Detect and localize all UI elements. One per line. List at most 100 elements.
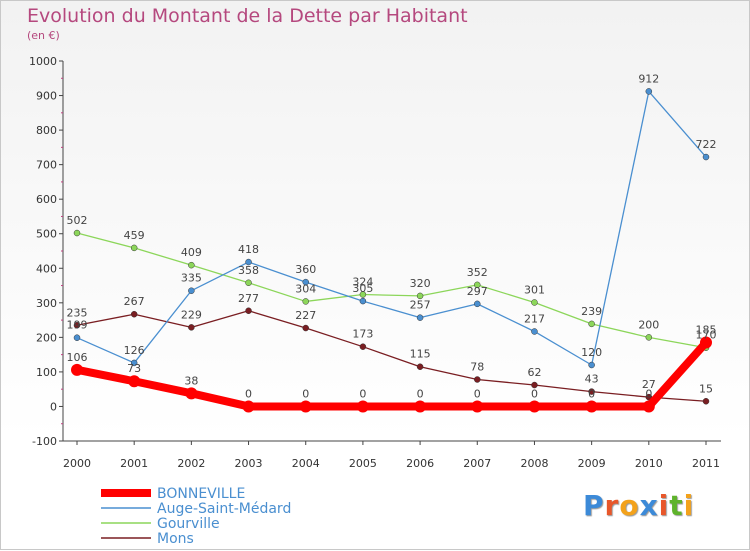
- data-label: 320: [410, 277, 431, 290]
- data-label: 227: [295, 309, 316, 322]
- data-point: [416, 292, 424, 300]
- data-label: 0: [359, 387, 366, 400]
- data-label: 277: [238, 292, 259, 305]
- data-label: 62: [527, 366, 541, 379]
- data-label: 0: [302, 387, 309, 400]
- data-point: [471, 400, 484, 413]
- data-label: 199: [67, 319, 88, 332]
- data-point: [73, 322, 81, 329]
- data-point: [585, 400, 598, 413]
- data-point: [588, 320, 595, 328]
- x-tick-label: 2007: [463, 457, 491, 470]
- series-line: [73, 338, 710, 411]
- legend-label: Auge-Saint-Médard: [157, 501, 291, 517]
- data-label: 358: [238, 264, 259, 277]
- series-line: [76, 310, 707, 402]
- data-point: [702, 398, 710, 405]
- data-point: [245, 258, 252, 266]
- data-label: 185: [696, 324, 717, 337]
- data-label: 409: [181, 246, 202, 259]
- y-tick-label: -100: [32, 435, 57, 448]
- data-label: 304: [295, 282, 316, 295]
- data-label: 43: [585, 373, 599, 386]
- data-label: 0: [531, 387, 538, 400]
- data-label: 297: [467, 285, 488, 298]
- data-label: 459: [124, 229, 145, 242]
- data-label: 0: [645, 387, 652, 400]
- data-label: 27: [642, 378, 656, 391]
- data-point: [531, 299, 538, 306]
- y-tick-label: 1000: [29, 55, 57, 68]
- data-label: 0: [245, 387, 252, 400]
- data-label: 305: [352, 282, 373, 295]
- data-point: [700, 336, 712, 349]
- proxiti-logo: Proxiti: [583, 489, 694, 522]
- data-label: 235: [67, 306, 88, 319]
- data-label: 502: [67, 214, 88, 227]
- x-tick-label: 2002: [177, 457, 205, 470]
- data-point: [359, 297, 367, 305]
- data-label: 360: [295, 263, 316, 276]
- legend-label: Mons: [157, 531, 194, 547]
- data-label: 352: [467, 266, 488, 279]
- data-point: [299, 400, 312, 413]
- y-tick-label: 500: [36, 228, 57, 241]
- data-point: [245, 279, 252, 287]
- data-point: [531, 381, 538, 389]
- data-point: [188, 324, 195, 331]
- data-point: [302, 324, 309, 332]
- data-label: 106: [67, 351, 88, 364]
- data-point: [130, 359, 138, 367]
- data-label: 418: [238, 243, 259, 256]
- data-point: [128, 375, 141, 388]
- data-point: [474, 376, 481, 383]
- data-label: 0: [588, 387, 595, 400]
- data-point: [414, 400, 427, 413]
- data-point: [416, 363, 424, 370]
- x-tick-label: 2010: [635, 457, 663, 470]
- data-label: 335: [181, 272, 202, 285]
- series-line: [76, 232, 707, 349]
- logo-letter: o: [619, 489, 640, 522]
- data-label: 912: [638, 72, 659, 85]
- x-tick-label: 2004: [292, 457, 320, 470]
- data-label: 115: [410, 348, 431, 361]
- data-point: [645, 334, 653, 341]
- data-point: [242, 400, 255, 413]
- logo-letter: P: [583, 489, 605, 522]
- chart-title: Evolution du Montant de la Dette par Hab…: [27, 5, 468, 27]
- y-tick-label: 900: [36, 90, 57, 103]
- data-point: [645, 88, 653, 95]
- data-point: [302, 278, 309, 286]
- data-point: [528, 400, 541, 413]
- data-label: 170: [696, 329, 717, 342]
- data-label: 239: [581, 305, 602, 318]
- y-tick-label: 100: [36, 366, 57, 379]
- x-tick-label: 2011: [692, 457, 720, 470]
- data-point: [130, 310, 138, 318]
- logo-letter: x: [639, 489, 659, 522]
- data-point: [73, 229, 81, 237]
- y-tick-label: 700: [36, 159, 57, 172]
- data-point: [588, 388, 595, 395]
- x-tick-label: 2000: [63, 457, 91, 470]
- legend-label: Gourville: [157, 516, 220, 532]
- data-point: [359, 291, 367, 298]
- data-label: 217: [524, 312, 545, 325]
- data-label: 120: [581, 346, 602, 359]
- data-point: [588, 361, 595, 369]
- y-tick-label: 300: [36, 297, 57, 310]
- data-label: 257: [410, 299, 431, 312]
- data-label: 126: [124, 344, 145, 357]
- data-point: [359, 343, 367, 350]
- y-tick-label: 600: [36, 193, 57, 206]
- data-label: 200: [638, 318, 659, 331]
- series-line: [76, 90, 707, 366]
- logo-letter: r: [604, 489, 620, 522]
- data-point: [356, 400, 369, 413]
- data-point: [642, 400, 655, 413]
- logo-letter: i: [683, 489, 695, 522]
- data-point: [130, 244, 138, 252]
